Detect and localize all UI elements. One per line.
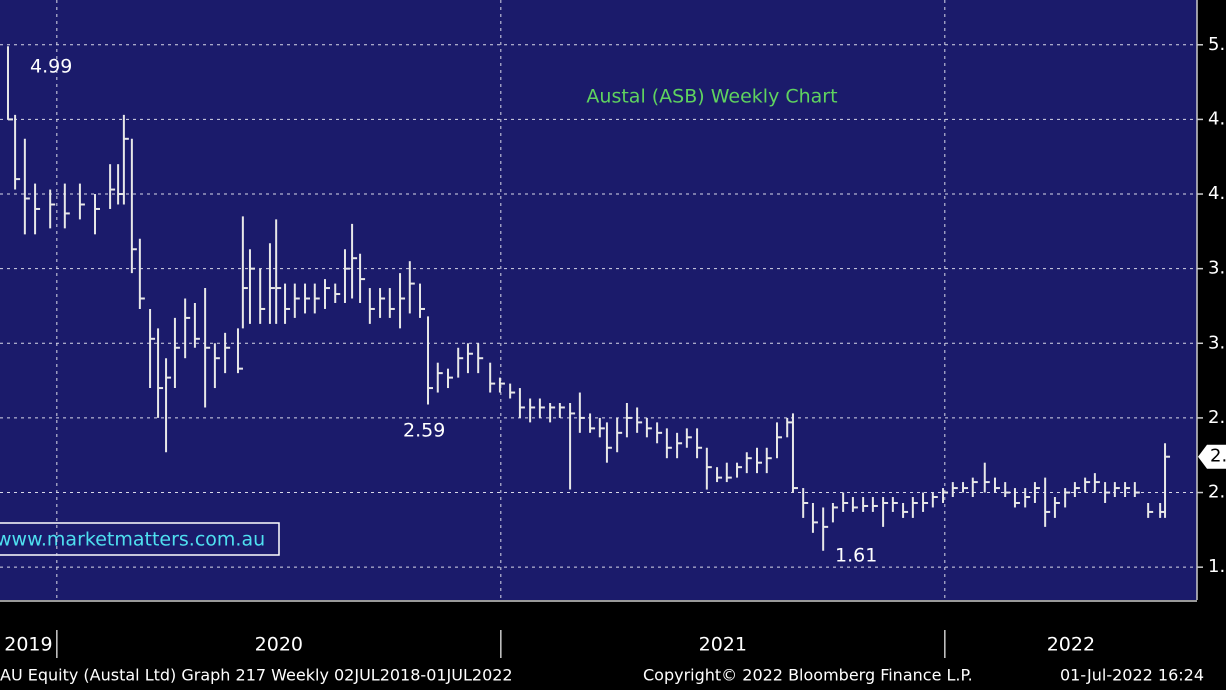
footer-security: AU Equity (Austal Ltd) Graph 217 Weekly … xyxy=(0,666,513,685)
y-tick-label: 4.00 xyxy=(1208,183,1226,204)
x-tick-label: 2020 xyxy=(255,634,303,656)
y-tick-label: 2.50 xyxy=(1208,407,1226,428)
y-tick-label: 2.00 xyxy=(1208,482,1226,503)
x-tick-label: 2019 xyxy=(4,634,52,656)
y-tick-label: 5.00 xyxy=(1208,34,1226,55)
x-tick-label: 2022 xyxy=(1047,634,1095,656)
y-tick-label: 3.50 xyxy=(1208,258,1226,279)
x-tick-label: 2021 xyxy=(699,634,747,656)
chart-title: Austal (ASB) Weekly Chart xyxy=(586,86,837,108)
watermark-box xyxy=(0,522,280,556)
last-price-label: 2.24 xyxy=(1210,446,1226,467)
watermark: www.marketmatters.com.au xyxy=(0,529,265,551)
last-price-tag xyxy=(1198,444,1226,469)
annotation: 1.61 xyxy=(835,545,877,567)
y-tick-label: 1.50 xyxy=(1208,556,1226,577)
annotation: 4.99 xyxy=(30,56,72,78)
y-tick-label: 4.50 xyxy=(1208,108,1226,129)
y-tick-label: 3.00 xyxy=(1208,332,1226,353)
footer-timestamp: 01-Jul-2022 16:24 xyxy=(1060,666,1204,685)
annotation: 2.59 xyxy=(403,420,445,442)
footer-copyright: Copyright© 2022 Bloomberg Finance L.P. xyxy=(643,666,973,685)
plot-area xyxy=(0,0,1197,600)
